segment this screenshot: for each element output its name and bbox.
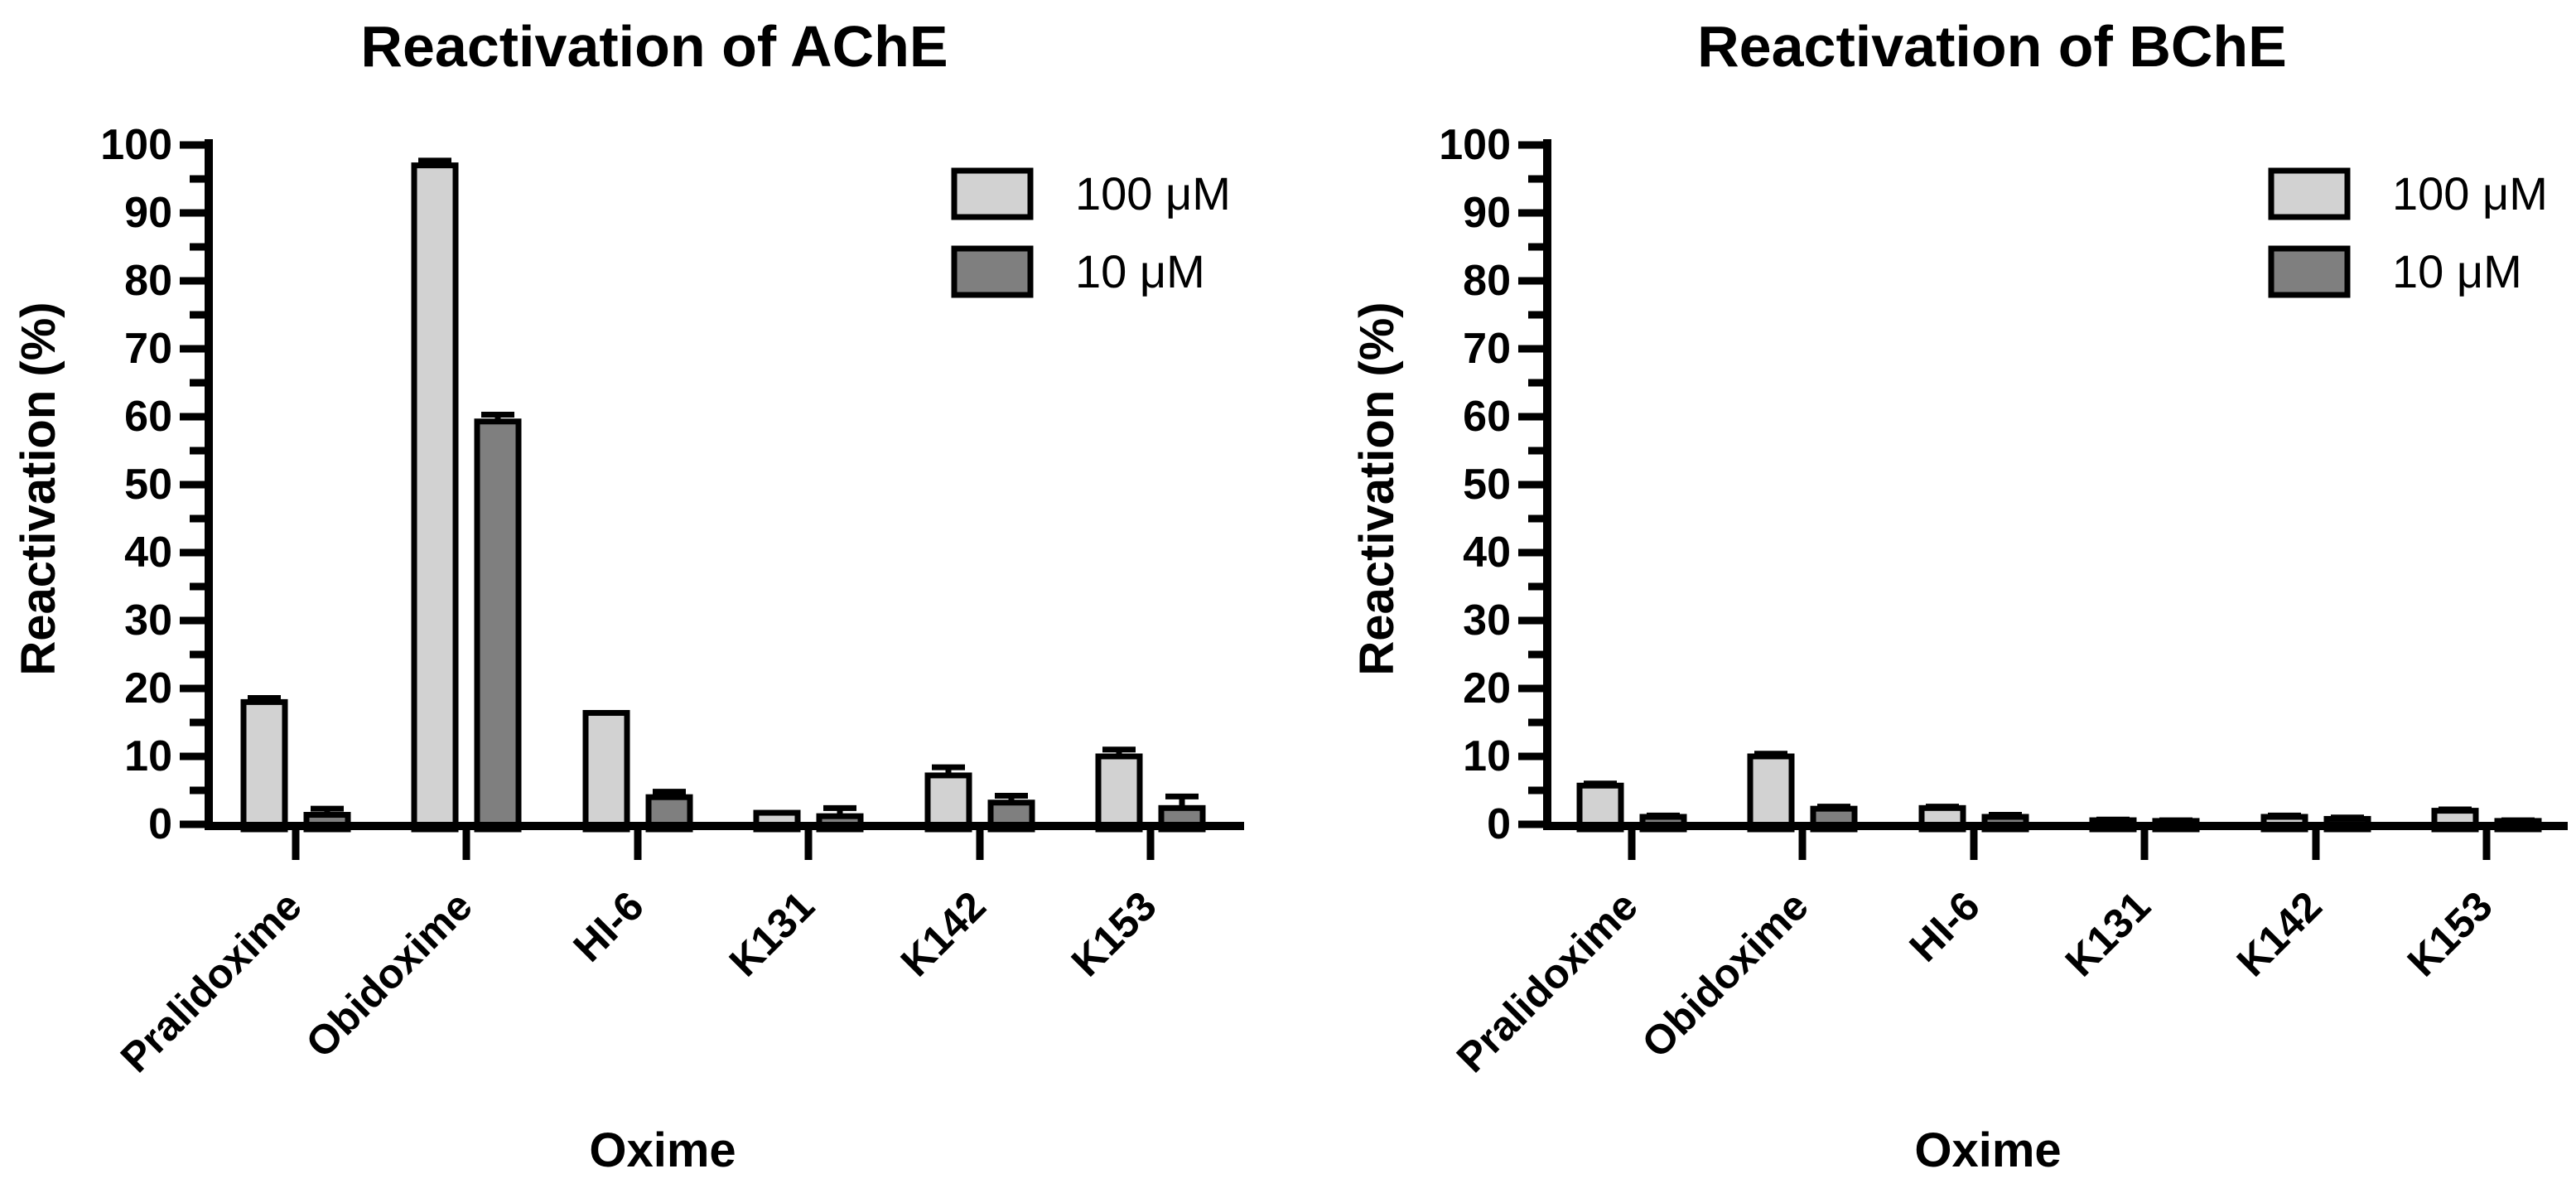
bche-chart: 0 10 20 30 40 50 60 70 80 90 100 PralidoximeObidoxi… <box>1350 14 2568 1177</box>
x-axis-title: Oxime <box>1914 1123 2061 1177</box>
y-tick-label: 20 <box>1463 664 1511 712</box>
category-label-k153: K153 <box>1063 882 1165 985</box>
chart-title: Reactivation of BChE <box>1697 14 2287 79</box>
y-tick-label: 20 <box>124 664 172 712</box>
y-tick-label: 70 <box>124 325 172 373</box>
legend-label-10um: 10 μM <box>1075 245 1205 297</box>
y-tick-label: 40 <box>124 529 172 577</box>
y-tick-label: 10 <box>1463 732 1511 780</box>
y-tick-label: 30 <box>124 596 172 645</box>
bar-obidoxime-10um <box>474 418 522 833</box>
bar-obidoxime-100um <box>411 162 459 833</box>
y-tick-label: 0 <box>1487 800 1511 848</box>
y-tick-label: 60 <box>124 393 172 441</box>
legend-swatch-10um <box>2268 245 2351 298</box>
y-tick-label: 40 <box>1463 529 1511 577</box>
category-label-obidoxime: Obidoxime <box>1633 882 1816 1066</box>
legend-swatch-10um <box>951 245 1034 298</box>
y-tick-label: 90 <box>1463 189 1511 237</box>
category-label-hi-6: HI-6 <box>1900 882 1988 970</box>
category-label-k142: K142 <box>892 882 995 985</box>
y-tick-label: 90 <box>124 189 172 237</box>
category-label-pralidoxime: Pralidoxime <box>112 882 311 1081</box>
legend-label-100um: 100 μM <box>1075 167 1231 220</box>
category-label-k153: K153 <box>2399 882 2501 985</box>
y-tick-label: 100 <box>100 121 172 169</box>
y-tick-label: 100 <box>1439 121 1511 169</box>
category-label-obidoxime: Obidoxime <box>297 882 480 1066</box>
legend-label-10um: 10 μM <box>2392 245 2522 297</box>
legend-label-100um: 100 μM <box>2392 167 2548 220</box>
y-tick-label: 60 <box>1463 393 1511 441</box>
category-label-hi-6: HI-6 <box>564 882 652 970</box>
y-tick-label: 50 <box>124 461 172 509</box>
bar-obidoxime-100um <box>1747 753 1795 833</box>
category-label-k142: K142 <box>2228 882 2331 985</box>
y-tick-label: 80 <box>1463 257 1511 305</box>
y-tick-label: 50 <box>1463 461 1511 509</box>
bar-hi-6-100um <box>582 710 630 833</box>
bar-k153-100um <box>1095 753 1143 833</box>
chart-title: Reactivation of AChE <box>360 14 948 79</box>
y-axis-title: Reactivation (%) <box>1350 302 1404 675</box>
ache-chart: 0 10 20 30 40 50 60 70 80 90 100 PralidoximeObidoxi… <box>12 14 1244 1177</box>
legend-swatch-100um <box>2268 167 2351 220</box>
x-axis-title: Oxime <box>589 1123 736 1177</box>
bar-k142-100um <box>924 772 972 833</box>
y-axis-title: Reactivation (%) <box>12 302 65 675</box>
bar-pralidoxime-100um <box>240 698 288 833</box>
y-tick-label: 10 <box>124 732 172 780</box>
y-tick-label: 30 <box>1463 596 1511 645</box>
category-label-k131: K131 <box>721 882 823 985</box>
y-tick-label: 0 <box>148 800 172 848</box>
y-tick-label: 80 <box>124 257 172 305</box>
y-tick-label: 70 <box>1463 325 1511 373</box>
category-label-k131: K131 <box>2057 882 2159 985</box>
legend-swatch-100um <box>951 167 1034 220</box>
category-label-pralidoxime: Pralidoxime <box>1448 882 1647 1081</box>
